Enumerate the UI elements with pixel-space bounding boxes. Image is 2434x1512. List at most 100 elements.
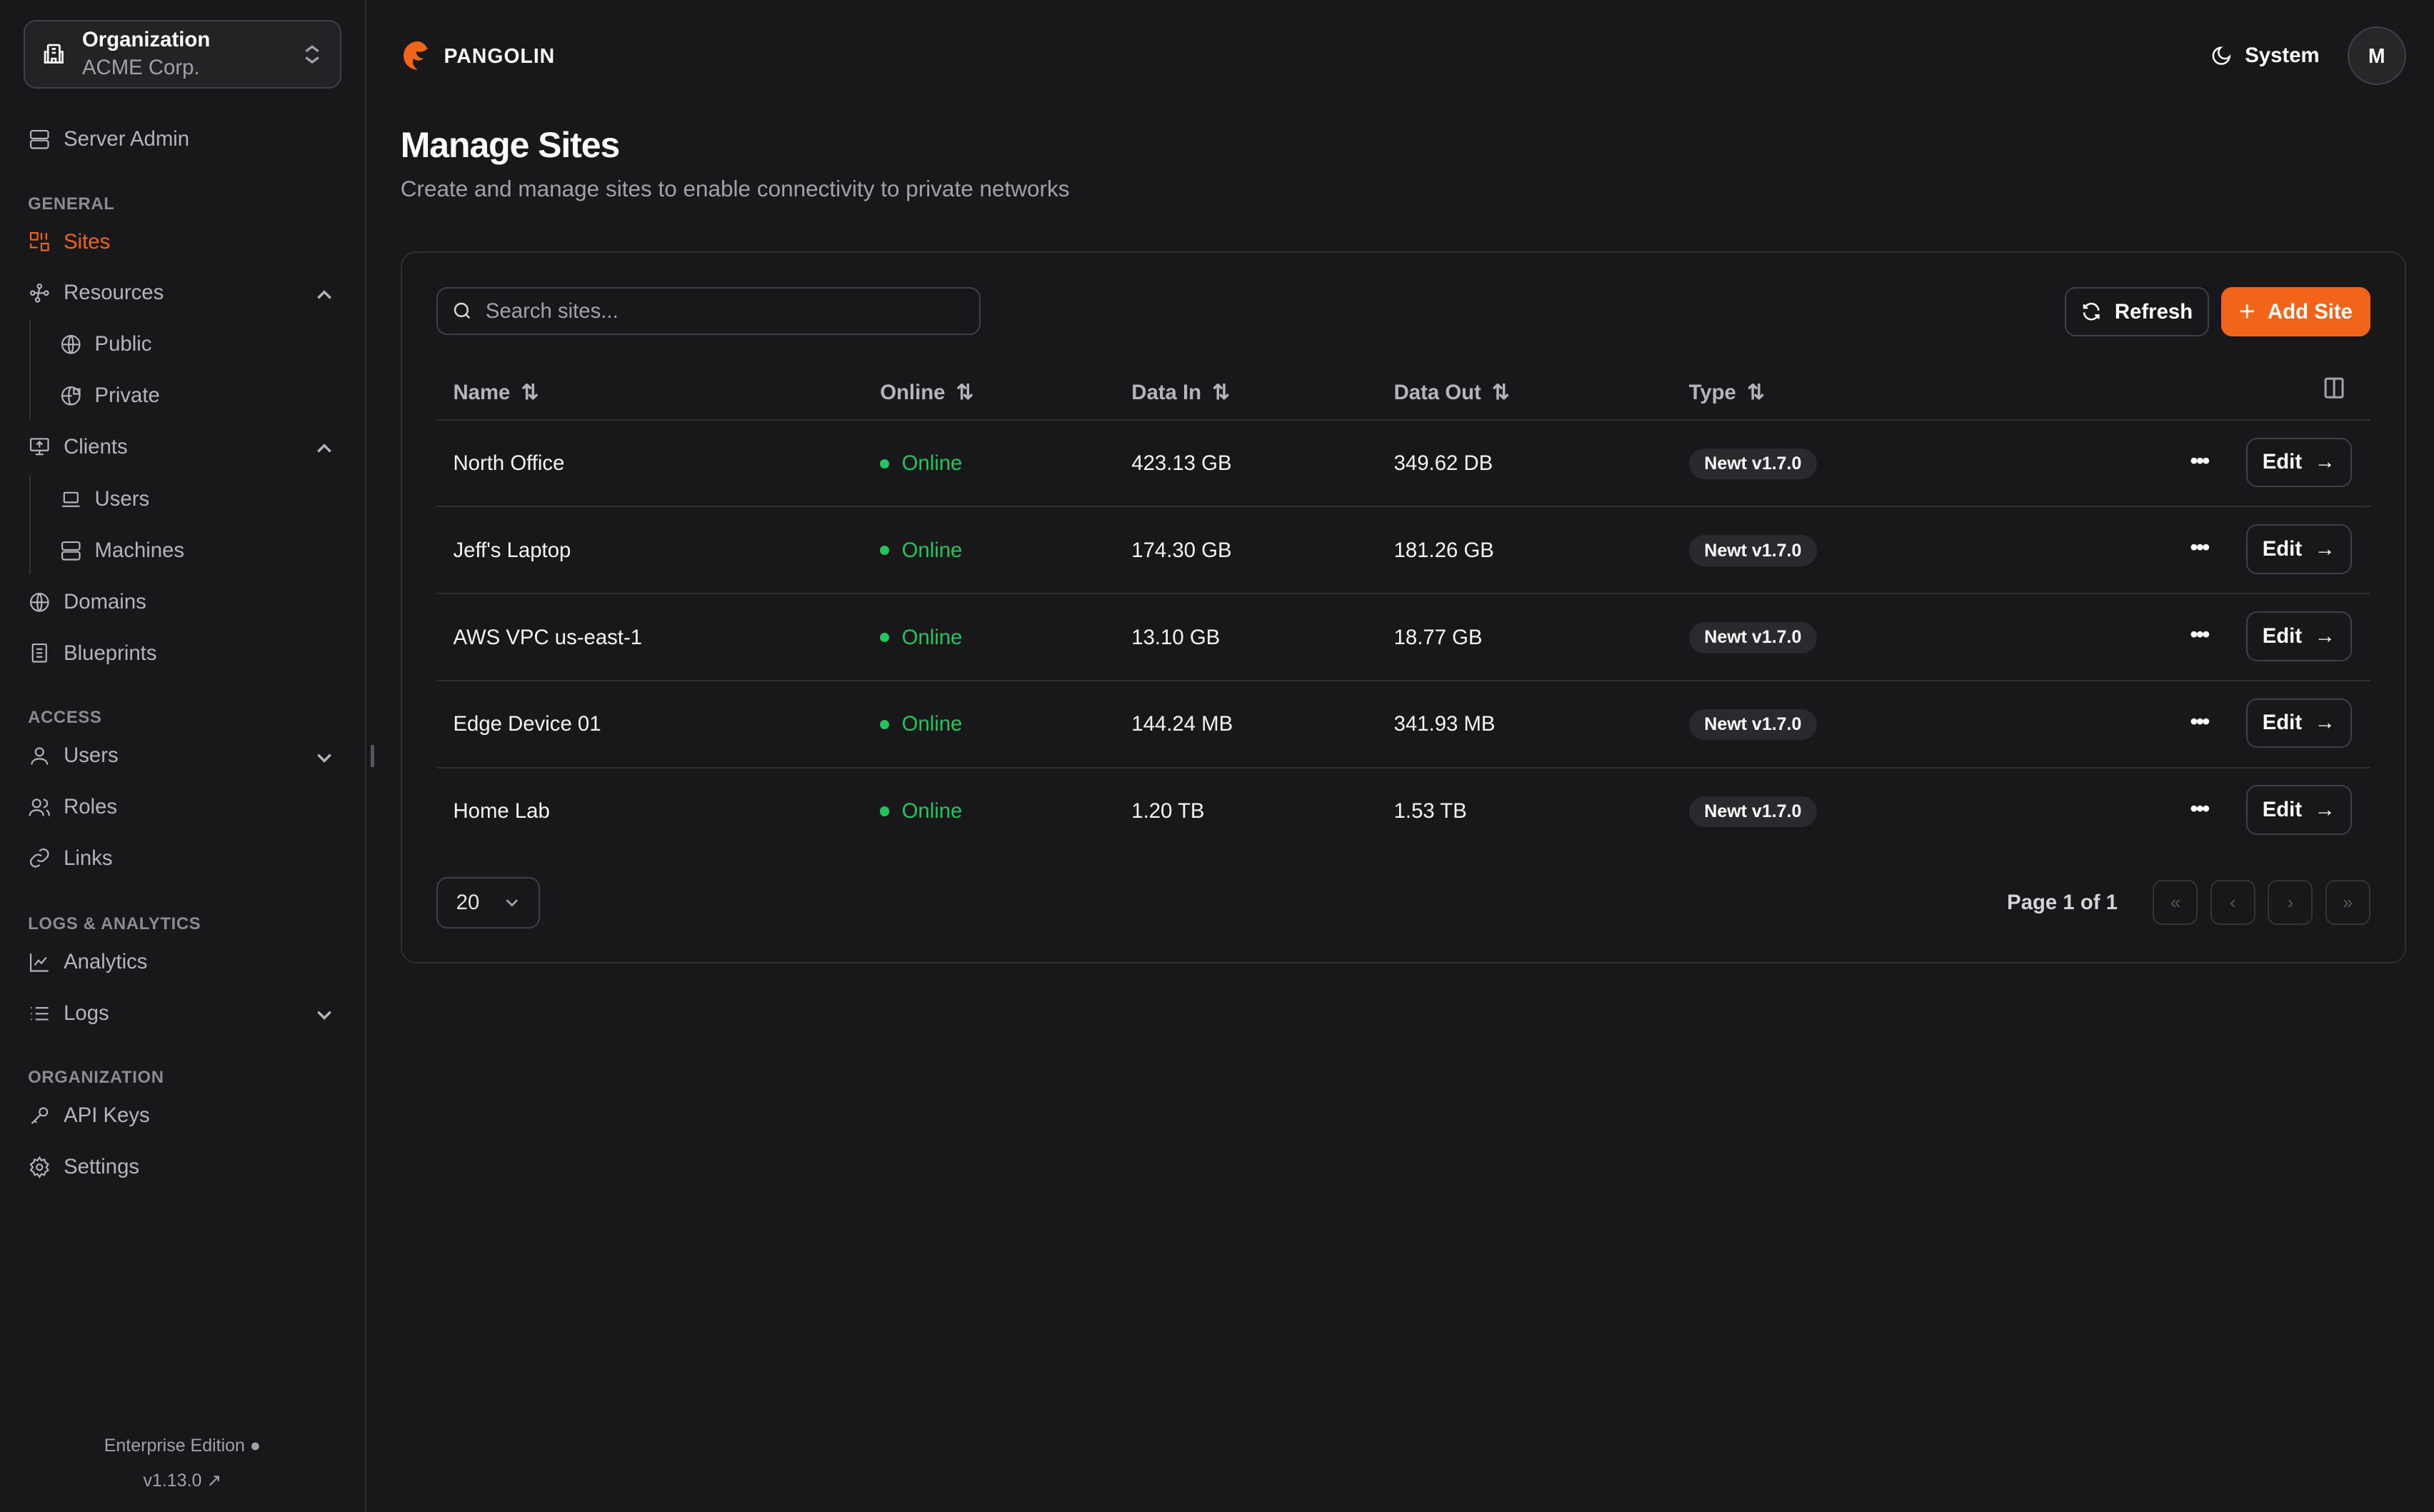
column-header-type[interactable]: Type ⇅ xyxy=(1689,380,1765,405)
sidebar-item-public[interactable]: Public xyxy=(59,332,152,356)
table-row[interactable]: Home Lab Online 1.20 TB 1.53 TB Newt v1.… xyxy=(436,766,2370,856)
prev-page-button[interactable]: ‹ xyxy=(2210,880,2255,926)
arrow-right-icon: → xyxy=(2314,450,2335,474)
label: Online xyxy=(880,380,946,404)
theme-toggle[interactable]: System xyxy=(2210,44,2320,68)
sidebar-item-domains[interactable]: Domains xyxy=(28,590,146,614)
gear-icon xyxy=(29,1156,50,1178)
file-text-icon xyxy=(31,644,47,663)
label: Analytics xyxy=(64,950,148,974)
label: Clients xyxy=(64,434,128,459)
sort-icon: ⇅ xyxy=(1212,381,1230,405)
table-row[interactable]: North Office Online 423.13 GB 349.62 DB … xyxy=(436,419,2370,508)
more-actions-icon[interactable]: ••• xyxy=(2190,796,2210,821)
edit-button[interactable]: Edit → xyxy=(2245,785,2352,835)
chevron-up-icon[interactable] xyxy=(315,439,334,458)
label: Links xyxy=(64,846,113,870)
first-page-button[interactable]: « xyxy=(2153,880,2198,926)
label: Public xyxy=(94,332,152,356)
more-actions-icon[interactable]: ••• xyxy=(2190,622,2210,647)
globe-icon xyxy=(61,334,81,354)
sidebar-item-server-admin[interactable]: Server Admin xyxy=(28,127,189,151)
sidebar-item-users[interactable]: Users xyxy=(28,744,119,768)
plus-icon: + xyxy=(2238,296,2255,327)
main-content: PANGOLIN System M Manage Sites Create an… xyxy=(366,0,2434,1512)
edit-button[interactable]: Edit → xyxy=(2245,524,2352,574)
status-text: Online xyxy=(901,625,963,649)
chevrons-up-down-icon xyxy=(305,44,319,64)
monitor-up-icon xyxy=(30,438,49,456)
table-row[interactable]: AWS VPC us-east-1 Online 13.10 GB 18.77 … xyxy=(436,593,2370,681)
org-label: Organization xyxy=(82,27,211,51)
brand-logo[interactable]: PANGOLIN xyxy=(401,39,556,73)
sidebar-item-roles[interactable]: Roles xyxy=(28,795,117,819)
version-link[interactable]: v1.13.0 ↗ xyxy=(0,1470,365,1491)
data-out: 181.26 GB xyxy=(1393,538,1494,562)
edit-button[interactable]: Edit → xyxy=(2245,437,2352,488)
sidebar-item-logs[interactable]: Logs xyxy=(28,1001,109,1026)
column-header-online[interactable]: Online ⇅ xyxy=(880,380,973,405)
data-out: 18.77 GB xyxy=(1393,625,1483,649)
sidebar-resize-handle[interactable] xyxy=(371,745,374,767)
list-icon xyxy=(31,1006,49,1021)
sidebar-item-links[interactable]: Links xyxy=(28,846,113,871)
table-row[interactable]: Jeff's Laptop Online 174.30 GB 181.26 GB… xyxy=(436,506,2370,594)
label: Logs xyxy=(64,1001,109,1025)
org-name: ACME Corp. xyxy=(82,56,200,80)
more-actions-icon[interactable]: ••• xyxy=(2190,709,2210,734)
search-input[interactable]: Search sites... xyxy=(436,286,981,336)
label: Roles xyxy=(64,794,118,818)
sidebar-item-api-keys[interactable]: API Keys xyxy=(28,1103,150,1128)
status-text: Online xyxy=(901,798,963,823)
more-actions-icon[interactable]: ••• xyxy=(2190,448,2210,473)
tree-line xyxy=(29,319,31,419)
sidebar-item-analytics[interactable]: Analytics xyxy=(28,950,147,974)
sidebar-item-sites[interactable]: Sites xyxy=(28,230,110,254)
type-badge: Newt v1.7.0 xyxy=(1688,535,1818,566)
status-text: Online xyxy=(901,712,963,736)
org-switcher[interactable]: Organization ACME Corp. xyxy=(23,20,341,89)
table-row[interactable]: Edge Device 01 Online 144.24 MB 341.93 M… xyxy=(436,679,2370,768)
type-badge: Newt v1.7.0 xyxy=(1688,448,1818,480)
next-page-button[interactable]: › xyxy=(2268,880,2313,926)
label: Users xyxy=(94,487,150,511)
search-placeholder: Search sites... xyxy=(485,299,618,323)
sidebar-item-client-users[interactable]: Users xyxy=(59,487,150,511)
sidebar-item-private[interactable]: Private xyxy=(59,384,160,408)
status-text: Online xyxy=(901,538,963,562)
site-name: Home Lab xyxy=(453,798,550,823)
more-actions-icon[interactable]: ••• xyxy=(2190,535,2210,560)
sidebar-item-blueprints[interactable]: Blueprints xyxy=(28,641,157,666)
last-page-button[interactable]: » xyxy=(2325,880,2370,926)
refresh-button[interactable]: Refresh xyxy=(2064,286,2209,337)
type-badge: Newt v1.7.0 xyxy=(1688,622,1818,654)
sort-icon: ⇅ xyxy=(1492,381,1510,405)
status-online: Online xyxy=(880,451,962,476)
sidebar-item-settings[interactable]: Settings xyxy=(28,1155,139,1179)
refresh-icon xyxy=(2083,303,2100,321)
avatar[interactable]: M xyxy=(2347,26,2406,86)
column-header-data-in[interactable]: Data In ⇅ xyxy=(1131,380,1230,405)
columns-icon[interactable] xyxy=(2324,377,2344,399)
arrow-right-icon: → xyxy=(2314,711,2335,735)
sidebar-item-resources[interactable]: Resources xyxy=(28,281,164,305)
column-header-name[interactable]: Name ⇅ xyxy=(453,380,539,405)
column-header-data-out[interactable]: Data Out ⇅ xyxy=(1394,380,1510,405)
chevron-down-icon[interactable] xyxy=(315,749,334,767)
brand-name: PANGOLIN xyxy=(444,44,556,67)
sidebar-item-machines[interactable]: Machines xyxy=(59,539,184,563)
edit-button[interactable]: Edit → xyxy=(2245,611,2352,661)
status-dot xyxy=(880,633,890,643)
label: Type xyxy=(1688,380,1736,404)
edit-button[interactable]: Edit → xyxy=(2245,698,2352,749)
add-site-button[interactable]: + Add Site xyxy=(2221,286,2370,337)
label: Sites xyxy=(64,229,111,254)
sort-icon: ⇅ xyxy=(521,381,539,405)
edition-link[interactable]: Enterprise Edition ● xyxy=(0,1436,365,1456)
page-subtitle: Create and manage sites to enable connec… xyxy=(400,175,1070,201)
sidebar-item-clients[interactable]: Clients xyxy=(28,435,128,459)
chevron-down-icon[interactable] xyxy=(315,1006,334,1024)
page-size-select[interactable]: 20 xyxy=(436,876,541,928)
chevron-up-icon[interactable] xyxy=(315,286,334,304)
label: Server Admin xyxy=(64,127,190,151)
